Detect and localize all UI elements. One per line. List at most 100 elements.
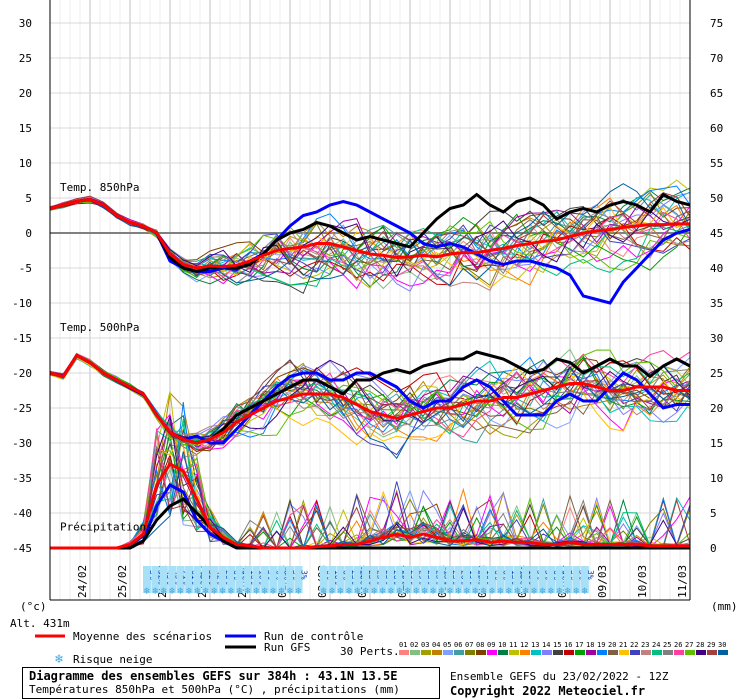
member-id-label: 25 [663, 641, 671, 649]
snow-risk-cell [580, 566, 589, 593]
left-tick-label: 30 [19, 17, 32, 30]
member-id-label: 13 [531, 641, 539, 649]
member-id-label: 07 [465, 641, 473, 649]
member-color-swatch [443, 650, 453, 655]
right-tick-label: 40 [710, 262, 723, 275]
snow-risk-cell [496, 566, 505, 593]
x-date-label: 11/03 [676, 565, 689, 598]
member-color-swatch [674, 650, 684, 655]
snow-risk-cell [429, 566, 438, 593]
snowflake-icon: ❄ [464, 586, 471, 597]
member-id-label: 09 [487, 641, 495, 649]
left-tick-label: 25 [19, 52, 32, 65]
snow-risk-cell [437, 566, 446, 593]
member-precip-line [50, 415, 691, 549]
snowflake-icon: ❄ [388, 586, 395, 597]
member-id-label: 20 [608, 641, 616, 649]
snow-risk-cell [244, 566, 253, 593]
snowflake-icon: ❄ [346, 586, 353, 597]
snowflake-icon: ❄ [161, 586, 168, 597]
snow-risk-cell [319, 566, 328, 593]
snow-risk-cell [286, 566, 295, 593]
member-color-swatch [410, 650, 420, 655]
member-color-swatch [487, 650, 497, 655]
snow-risk-cell [538, 566, 547, 593]
snowflake-icon: ❄ [245, 586, 252, 597]
right-tick-label: 60 [710, 122, 723, 135]
credit-block: Ensemble GEFS du 23/02/2022 - 12Z Copyri… [450, 669, 669, 699]
member-id-label: 24 [652, 641, 660, 649]
snow-risk-cell [446, 566, 455, 593]
snowflake-icon: ❄ [540, 586, 547, 597]
member-color-swatch [586, 650, 596, 655]
member-color-swatch [520, 650, 530, 655]
members-count-label: 30 Perts. [340, 645, 400, 658]
snow-risk-cell [210, 566, 219, 593]
snow-risk-cell [521, 566, 530, 593]
member-id-label: 12 [520, 641, 528, 649]
member-color-swatch [509, 650, 519, 655]
snow-risk-cell [353, 566, 362, 593]
left-tick-label: -45 [12, 542, 32, 555]
member-color-swatch [476, 650, 486, 655]
left-tick-label: -35 [12, 472, 32, 485]
member-color-swatch [531, 650, 541, 655]
moyenne-des-sc-narios-precip [50, 462, 690, 550]
snowflake-icon: ❄ [523, 586, 530, 597]
snowflake-icon: ❄ [582, 586, 589, 597]
right-tick-label: 45 [710, 227, 723, 240]
snow-risk-cell [227, 566, 236, 593]
snowflake-icon: ❄ [178, 586, 185, 597]
snowflake-icon: ❄ [220, 586, 227, 597]
ensemble-run-label: Ensemble GEFS du 23/02/2022 - 12Z [450, 670, 669, 683]
snowflake-icon: ❄ [228, 586, 235, 597]
snow-risk-value: 3% [300, 570, 309, 580]
snowflake-icon: ❄ [397, 586, 404, 597]
snow-risk-cell [361, 566, 370, 593]
altitude-label: Alt. 431m [10, 617, 70, 630]
snowflake-icon: ❄ [211, 586, 218, 597]
left-tick-label: -10 [12, 297, 32, 310]
x-date-label: 10/03 [636, 565, 649, 598]
snow-risk-value: 3% [586, 570, 595, 580]
right-tick-label: 55 [710, 157, 723, 170]
legend-control-label: Run de contrôle [264, 630, 363, 643]
legend-mean-label: Moyenne des scénarios [73, 630, 212, 643]
snowflake-icon: ❄ [557, 586, 564, 597]
snowflake-icon: ❄ [195, 586, 202, 597]
member-id-label: 30 [718, 641, 726, 649]
legend-snow-label: Risque neige [73, 653, 152, 666]
snowflake-icon: ❄ [296, 586, 303, 597]
member-color-swatch [399, 650, 409, 655]
member-color-swatch [542, 650, 552, 655]
precip-label: Précipitations [60, 521, 153, 534]
moyenne-des-sc-narios-t850 [49, 197, 690, 270]
copyright-label: Copyright 2022 Meteociel.fr [450, 684, 646, 698]
chart-grid [49, 0, 691, 600]
snow-risk-cell [193, 566, 202, 593]
member-color-swatch [421, 650, 431, 655]
snowflake-icon: ❄ [186, 586, 193, 597]
snow-risk-cell [420, 566, 429, 593]
member-id-label: 28 [696, 641, 704, 649]
snow-risk-cell [479, 566, 488, 593]
member-id-label: 11 [509, 641, 517, 649]
right-tick-label: 50 [710, 192, 723, 205]
snowflake-icon: ❄ [531, 586, 538, 597]
snowflake-icon: ❄ [287, 586, 294, 597]
snowflake-icon: ❄ [203, 586, 210, 597]
snowflake-icon: ❄ [371, 586, 378, 597]
x-date-label: 24/02 [76, 565, 89, 598]
right-tick-label: 35 [710, 297, 723, 310]
right-tick-label: 25 [710, 367, 723, 380]
left-tick-label: -15 [12, 332, 32, 345]
legend-gfs-label: Run GFS [264, 641, 310, 654]
left-tick-label: 15 [19, 122, 32, 135]
snowflake-icon: ❄ [253, 586, 260, 597]
snowflake-icon: ❄ [548, 586, 555, 597]
snow-risk-cell [471, 566, 480, 593]
member-color-swatch [575, 650, 585, 655]
snowflake-icon: ❄ [514, 586, 521, 597]
snowflake-icon: ❄ [447, 586, 454, 597]
left-tick-label: -20 [12, 367, 32, 380]
